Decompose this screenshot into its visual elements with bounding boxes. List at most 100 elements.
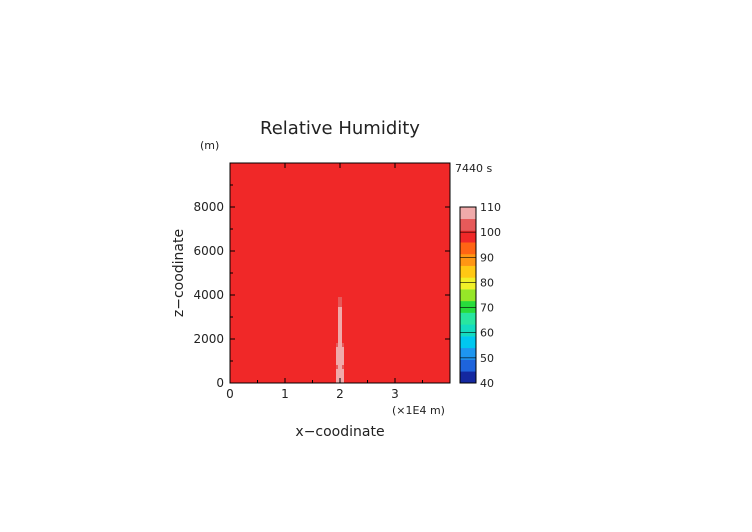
- field-cell: [338, 329, 343, 332]
- field-cell: [336, 353, 345, 356]
- field-cell: [230, 233, 450, 236]
- field-cell: [230, 327, 339, 330]
- field-cell: [230, 377, 337, 380]
- colorbar-swatch: [460, 277, 476, 290]
- y-tick-label: 6000: [193, 244, 224, 258]
- field-cell: [338, 311, 343, 314]
- field-cell: [342, 309, 450, 312]
- field-cell: [342, 301, 450, 304]
- field-cell: [230, 317, 339, 320]
- field-cell: [230, 287, 450, 290]
- y-axis-label: z−coodinate: [171, 229, 187, 317]
- field-cell: [230, 309, 339, 312]
- colorbar-label: 90: [480, 251, 494, 264]
- colorbar-swatch: [460, 230, 476, 243]
- y-tick-label: 0: [216, 376, 224, 390]
- field-cell: [336, 355, 345, 358]
- field-cell: [342, 303, 450, 306]
- field-cell: [342, 311, 450, 314]
- field-cell: [230, 223, 450, 226]
- field-cell: [230, 351, 337, 354]
- field-cell: [230, 299, 339, 302]
- field-cell: [338, 297, 343, 300]
- field-cell: [230, 213, 450, 216]
- field-cell: [230, 311, 339, 314]
- field-cell: [344, 359, 450, 362]
- field-cell: [230, 193, 450, 196]
- field-cell: [336, 365, 339, 368]
- field-cell: [230, 179, 450, 182]
- field-cell: [230, 381, 337, 383]
- colorbar-swatch: [460, 347, 476, 360]
- colorbar-swatch: [460, 371, 476, 384]
- field-cell: [230, 263, 450, 266]
- field-cell: [230, 313, 339, 316]
- field-cell: [336, 369, 345, 372]
- field-cell: [230, 371, 337, 374]
- field-cell: [342, 317, 450, 320]
- field-cell: [338, 321, 343, 324]
- field-cell: [230, 329, 339, 332]
- field-cell: [230, 375, 337, 378]
- field-cell: [230, 217, 450, 220]
- field-cell: [230, 321, 339, 324]
- field-cell: [230, 259, 450, 262]
- field-cell: [338, 367, 343, 370]
- field-cell: [342, 313, 450, 316]
- field-cell: [230, 199, 450, 202]
- colorbar-swatch: [460, 207, 476, 220]
- field-cell: [338, 303, 343, 306]
- field-cell: [230, 197, 450, 200]
- field-cell: [342, 329, 450, 332]
- field-cell: [342, 335, 450, 338]
- field-cell: [338, 315, 343, 318]
- field-cell: [344, 355, 450, 358]
- field-cell: [342, 315, 450, 318]
- x-tick-label: 3: [391, 387, 399, 401]
- field-cell: [230, 295, 450, 298]
- field-cell: [344, 363, 450, 366]
- field-cell: [230, 289, 450, 292]
- x-axis: 0 1 2 3: [226, 163, 423, 401]
- field-cell: [344, 379, 450, 382]
- field-cell: [230, 237, 450, 240]
- field-cell: [338, 341, 343, 344]
- x-tick-label: 0: [226, 387, 234, 401]
- field-cell: [230, 283, 450, 286]
- colorbar-swatch: [460, 289, 476, 302]
- field-cell: [230, 207, 450, 210]
- field-cell: [230, 253, 450, 256]
- field-cell: [230, 305, 339, 308]
- field-cell: [230, 177, 450, 180]
- field-cell: [230, 333, 339, 336]
- field-cell: [338, 313, 343, 316]
- field-cell: [230, 227, 450, 230]
- field-cell: [344, 367, 450, 370]
- colorbar-swatch: [460, 300, 476, 313]
- field-cell: [230, 355, 337, 358]
- colorbar-label: 110: [480, 201, 501, 214]
- field-cell: [338, 327, 343, 330]
- field-cell: [230, 339, 339, 342]
- field-cell: [342, 345, 345, 348]
- field-cell: [338, 309, 343, 312]
- field-cell: [230, 281, 450, 284]
- field-cell: [344, 381, 450, 383]
- field-cell: [230, 337, 339, 340]
- field-cell: [230, 277, 450, 280]
- field-cell: [344, 365, 450, 368]
- y-tick-label: 4000: [193, 288, 224, 302]
- field-cell: [230, 181, 450, 184]
- colorbar-swatch: [460, 242, 476, 255]
- colorbar-swatch: [460, 324, 476, 337]
- field-cell: [342, 365, 345, 368]
- colorbar: 40 50 60 70 80 90 100 110: [459, 201, 501, 390]
- field-cell: [336, 343, 339, 346]
- field-cell: [338, 317, 343, 320]
- colorbar-swatch: [460, 265, 476, 278]
- field-cell: [230, 189, 450, 192]
- y-tick-label: 2000: [193, 332, 224, 346]
- field-cell: [230, 219, 450, 222]
- field-cell: [338, 343, 343, 346]
